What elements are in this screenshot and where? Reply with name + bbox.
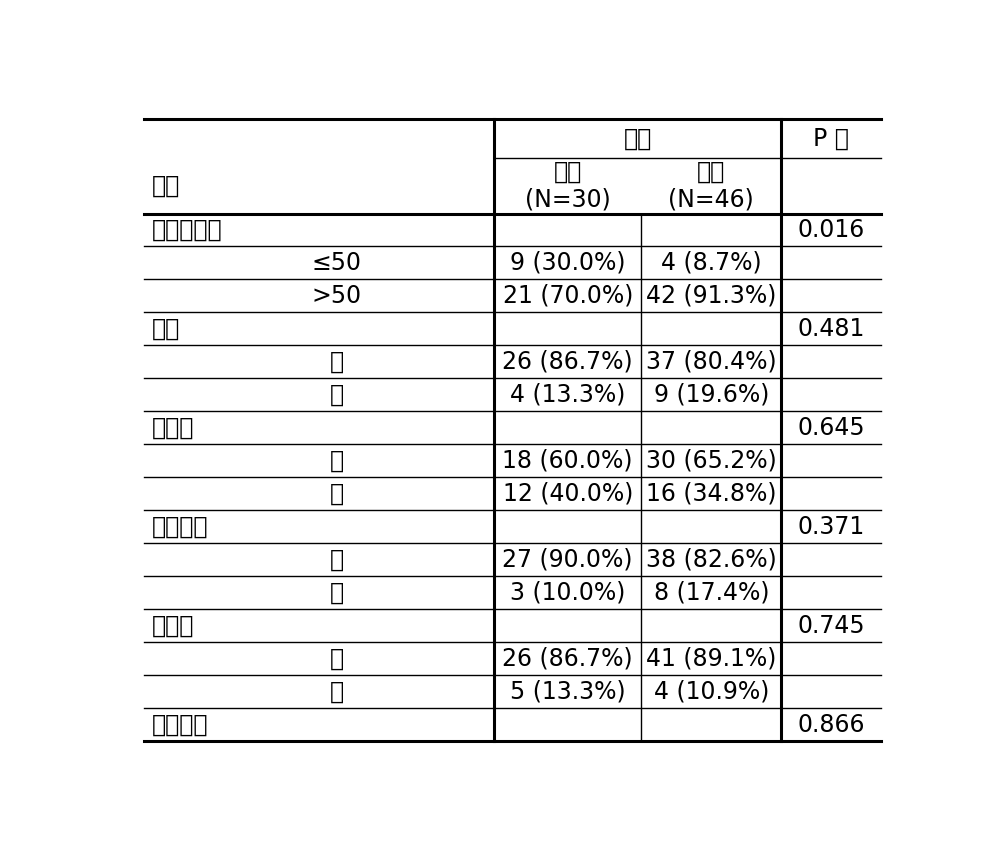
Text: 0.371: 0.371 [797,515,865,539]
Text: 26 (86.7%): 26 (86.7%) [502,350,633,374]
Text: 有: 有 [330,548,344,572]
Text: 乙肝感染: 乙肝感染 [152,515,209,539]
Text: 无: 无 [330,580,344,605]
Text: 9 (30.0%): 9 (30.0%) [510,251,625,275]
Text: 是: 是 [330,647,344,671]
Text: 无: 无 [330,482,344,505]
Text: 0.481: 0.481 [797,317,865,341]
Text: 失败
(N=46): 失败 (N=46) [668,160,754,212]
Text: >50: >50 [312,284,362,308]
Text: 年龄（岁）: 年龄（岁） [152,218,223,242]
Text: 8 (17.4%): 8 (17.4%) [654,580,769,605]
Text: 女: 女 [330,383,344,407]
Text: 肝硬化: 肝硬化 [152,416,194,440]
Text: 21 (70.0%): 21 (70.0%) [503,284,633,308]
Text: 0.645: 0.645 [797,416,865,440]
Text: 3 (10.0%): 3 (10.0%) [510,580,625,605]
Text: 4 (10.9%): 4 (10.9%) [654,680,769,704]
Text: 成功
(N=30): 成功 (N=30) [525,160,611,212]
Text: 参数: 参数 [152,174,180,198]
Text: 4 (13.3%): 4 (13.3%) [510,383,625,407]
Text: 0.016: 0.016 [797,218,865,242]
Text: 9 (19.6%): 9 (19.6%) [654,383,769,407]
Text: 5 (13.3%): 5 (13.3%) [510,680,626,704]
Text: 数量: 数量 [624,127,652,151]
Text: 否: 否 [330,680,344,704]
Text: 37 (80.4%): 37 (80.4%) [646,350,777,374]
Text: 41 (89.1%): 41 (89.1%) [646,647,776,671]
Text: 27 (90.0%): 27 (90.0%) [502,548,633,572]
Text: 0.745: 0.745 [797,614,865,637]
Text: 有: 有 [330,448,344,473]
Text: 4 (8.7%): 4 (8.7%) [661,251,762,275]
Text: 12 (40.0%): 12 (40.0%) [503,482,633,505]
Text: P 値: P 値 [813,127,849,151]
Text: 38 (82.6%): 38 (82.6%) [646,548,777,572]
Text: 0.866: 0.866 [797,712,865,736]
Text: 42 (91.3%): 42 (91.3%) [646,284,776,308]
Text: 原发灶: 原发灶 [152,614,194,637]
Text: 术前治疗: 术前治疗 [152,712,209,736]
Text: ≤50: ≤50 [312,251,362,275]
Text: 男: 男 [330,350,344,374]
Text: 18 (60.0%): 18 (60.0%) [502,448,633,473]
Text: 30 (65.2%): 30 (65.2%) [646,448,777,473]
Text: 26 (86.7%): 26 (86.7%) [502,647,633,671]
Text: 性别: 性别 [152,317,180,341]
Text: 16 (34.8%): 16 (34.8%) [646,482,777,505]
